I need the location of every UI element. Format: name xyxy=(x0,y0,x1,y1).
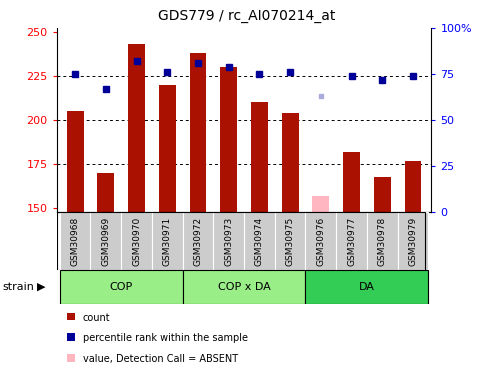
Bar xyxy=(213,212,244,270)
Text: strain: strain xyxy=(2,282,35,292)
Text: COP x DA: COP x DA xyxy=(218,282,270,292)
Text: value, Detection Call = ABSENT: value, Detection Call = ABSENT xyxy=(83,354,238,364)
Text: count: count xyxy=(83,313,110,323)
Bar xyxy=(251,102,268,212)
Text: DA: DA xyxy=(359,282,375,292)
Bar xyxy=(121,212,152,270)
Text: GSM30976: GSM30976 xyxy=(317,216,325,266)
Text: GSM30975: GSM30975 xyxy=(285,216,295,266)
Bar xyxy=(367,212,397,270)
Text: ▶: ▶ xyxy=(37,282,45,292)
Bar xyxy=(275,212,306,270)
Bar xyxy=(404,160,422,212)
Bar xyxy=(397,212,428,270)
Bar xyxy=(343,152,360,212)
Bar xyxy=(159,85,176,212)
Text: GDS779 / rc_AI070214_at: GDS779 / rc_AI070214_at xyxy=(158,9,335,23)
Bar xyxy=(189,53,207,212)
Bar xyxy=(244,212,275,270)
Bar xyxy=(374,177,390,212)
Bar xyxy=(60,270,182,304)
Bar xyxy=(128,44,145,212)
Text: GSM30974: GSM30974 xyxy=(255,216,264,266)
Bar xyxy=(98,173,114,212)
Text: GSM30973: GSM30973 xyxy=(224,216,233,266)
Bar xyxy=(152,212,182,270)
Text: percentile rank within the sample: percentile rank within the sample xyxy=(83,333,248,344)
Text: COP: COP xyxy=(109,282,133,292)
Bar xyxy=(220,67,237,212)
Bar xyxy=(336,212,367,270)
Text: GSM30978: GSM30978 xyxy=(378,216,387,266)
Text: GSM30977: GSM30977 xyxy=(347,216,356,266)
Text: GSM30970: GSM30970 xyxy=(132,216,141,266)
Text: GSM30971: GSM30971 xyxy=(163,216,172,266)
Bar xyxy=(313,196,329,212)
Bar xyxy=(282,113,299,212)
Bar xyxy=(306,212,336,270)
Text: GSM30968: GSM30968 xyxy=(70,216,80,266)
Bar xyxy=(182,212,213,270)
Bar xyxy=(67,111,84,212)
Bar xyxy=(306,270,428,304)
Text: GSM30969: GSM30969 xyxy=(102,216,110,266)
Bar xyxy=(91,212,121,270)
Text: GSM30979: GSM30979 xyxy=(408,216,418,266)
Bar xyxy=(182,270,306,304)
Bar xyxy=(60,212,91,270)
Text: GSM30972: GSM30972 xyxy=(193,216,203,266)
